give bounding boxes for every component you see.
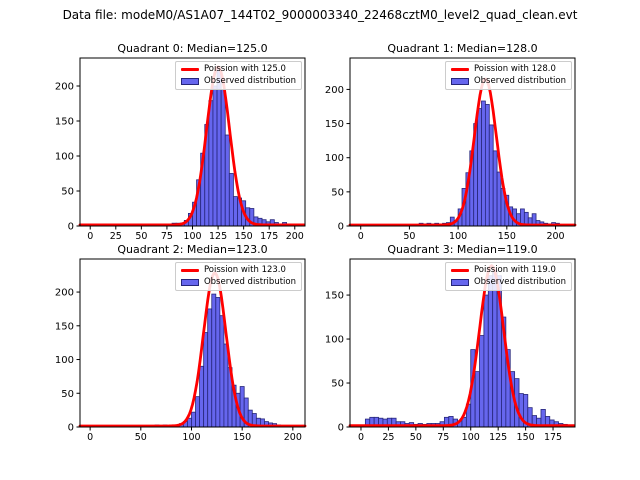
- svg-text:100: 100: [182, 432, 200, 443]
- svg-text:100: 100: [55, 355, 74, 366]
- svg-text:150: 150: [517, 432, 535, 443]
- svg-text:50: 50: [403, 231, 415, 242]
- svg-text:50: 50: [61, 187, 74, 198]
- legend-item-poisson: Poission with 128.0: [450, 64, 566, 74]
- quadrant-2-title: Quadrant 2: Median=123.0: [117, 243, 268, 256]
- legend-item-poisson: Poission with 123.0: [180, 265, 296, 275]
- svg-text:150: 150: [235, 231, 253, 242]
- svg-text:150: 150: [55, 117, 74, 128]
- svg-text:50: 50: [331, 187, 344, 198]
- svg-text:100: 100: [325, 153, 344, 164]
- svg-text:0: 0: [358, 231, 364, 242]
- svg-text:175: 175: [260, 231, 278, 242]
- legend-item-observed: Observed distribution: [180, 76, 296, 86]
- quadrant-1-plot: 0 50 100 150 200 0 50 100 150 200: [325, 57, 577, 242]
- svg-text:200: 200: [286, 231, 304, 242]
- svg-text:125: 125: [209, 231, 227, 242]
- poisson-line-swatch-icon: [450, 68, 469, 71]
- quadrant-3-legend: Poission with 119.0 Observed distributio…: [444, 262, 572, 291]
- quadrant-3-overlay: Poission with 119.0 Observed distributio…: [350, 259, 575, 427]
- svg-text:150: 150: [325, 291, 344, 302]
- poisson-legend-label: Poission with 119.0: [473, 265, 556, 275]
- svg-text:25: 25: [382, 432, 394, 443]
- poisson-legend-label: Poission with 128.0: [473, 64, 556, 74]
- svg-text:50: 50: [410, 432, 422, 443]
- legend-item-observed: Observed distribution: [450, 277, 566, 287]
- svg-text:150: 150: [233, 432, 251, 443]
- svg-text:200: 200: [55, 82, 74, 93]
- svg-text:150: 150: [498, 231, 516, 242]
- poisson-legend-label: Poission with 125.0: [203, 64, 286, 74]
- svg-text:0: 0: [87, 231, 93, 242]
- svg-text:50: 50: [135, 231, 147, 242]
- svg-text:0: 0: [68, 423, 74, 434]
- observed-legend-label: Observed distribution: [473, 277, 566, 287]
- svg-text:100: 100: [55, 152, 74, 163]
- legend-item-observed: Observed distribution: [180, 277, 296, 287]
- quadrant-3-plot: 0 25 50 75 100 125 150 175 0 50 100 150: [325, 258, 576, 443]
- quadrant-2-overlay: Poission with 123.0 Observed distributio…: [80, 259, 305, 427]
- poisson-line-swatch-icon: [180, 68, 199, 71]
- poisson-line-swatch-icon: [180, 269, 199, 272]
- svg-text:175: 175: [544, 432, 562, 443]
- quadrant-0-plot: 0 25 50 75 100 125 150 175 200 0 50 100 150 200: [55, 57, 306, 242]
- observed-patch-swatch-icon: [180, 78, 199, 85]
- observed-legend-label: Observed distribution: [203, 277, 296, 287]
- observed-patch-swatch-icon: [450, 279, 469, 286]
- observed-patch-swatch-icon: [180, 279, 199, 286]
- svg-text:150: 150: [325, 119, 344, 130]
- quadrant-1-title: Quadrant 1: Median=128.0: [387, 42, 538, 55]
- observed-legend-label: Observed distribution: [473, 76, 566, 86]
- legend-item-poisson: Poission with 125.0: [180, 64, 296, 74]
- svg-text:50: 50: [135, 432, 147, 443]
- quadrant-1-legend: Poission with 128.0 Observed distributio…: [444, 61, 572, 90]
- svg-text:100: 100: [462, 432, 480, 443]
- svg-text:150: 150: [55, 321, 74, 332]
- svg-text:200: 200: [325, 85, 344, 96]
- svg-text:125: 125: [489, 432, 507, 443]
- svg-text:0: 0: [68, 222, 74, 233]
- svg-text:25: 25: [110, 231, 122, 242]
- quadrant-0-legend: Poission with 125.0 Observed distributio…: [174, 61, 302, 90]
- observed-patch-swatch-icon: [450, 78, 469, 85]
- quadrant-0-title: Quadrant 0: Median=125.0: [117, 42, 268, 55]
- quadrant-2-legend: Poission with 123.0 Observed distributio…: [174, 262, 302, 291]
- legend-item-poisson: Poission with 119.0: [450, 265, 566, 275]
- svg-text:100: 100: [183, 231, 201, 242]
- svg-text:100: 100: [449, 231, 467, 242]
- poisson-line-swatch-icon: [450, 269, 469, 272]
- quadrant-3-title: Quadrant 3: Median=119.0: [387, 243, 538, 256]
- svg-text:0: 0: [338, 423, 344, 434]
- figure-suptitle: Data file: modeM0/AS1A07_144T02_90000033…: [62, 8, 578, 22]
- svg-text:200: 200: [284, 432, 302, 443]
- svg-text:0: 0: [358, 432, 364, 443]
- quadrant-0-overlay: Poission with 125.0 Observed distributio…: [80, 58, 305, 226]
- quadrant-1-overlay: Poission with 128.0 Observed distributio…: [350, 58, 575, 226]
- svg-text:100: 100: [325, 335, 344, 346]
- svg-text:50: 50: [331, 379, 344, 390]
- observed-legend-label: Observed distribution: [203, 76, 296, 86]
- poisson-legend-label: Poission with 123.0: [203, 265, 286, 275]
- svg-text:0: 0: [338, 222, 344, 233]
- svg-text:200: 200: [55, 288, 74, 299]
- svg-text:200: 200: [546, 231, 564, 242]
- legend-item-observed: Observed distribution: [450, 76, 566, 86]
- svg-text:75: 75: [437, 432, 449, 443]
- svg-text:50: 50: [61, 389, 74, 400]
- svg-text:75: 75: [161, 231, 173, 242]
- quadrant-2-plot: 0 50 100 150 200 0 50 100 150 200: [55, 258, 307, 443]
- svg-text:0: 0: [87, 432, 93, 443]
